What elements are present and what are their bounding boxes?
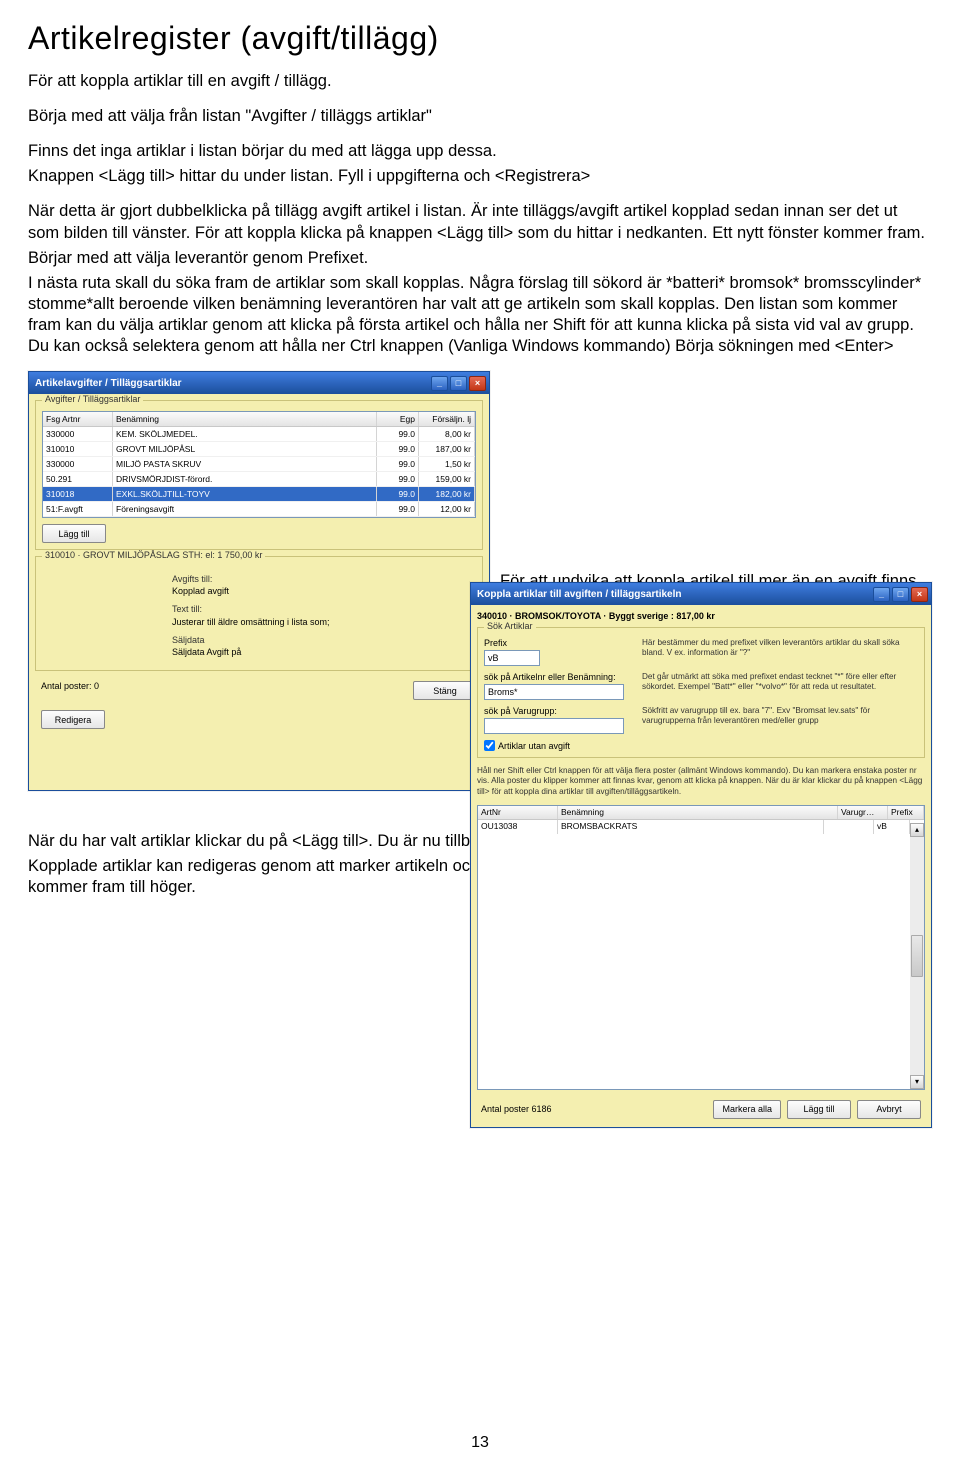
group-title: Avgifter / Tilläggsartiklar: [42, 394, 143, 404]
info-label: Text till:: [172, 604, 202, 614]
table-row[interactable]: 330000KEM. SKÖLJMEDEL.99.08,00 kr: [43, 427, 475, 442]
col-varugrupp[interactable]: Varugr…: [838, 806, 888, 819]
result-count: Antal poster 6186: [481, 1104, 552, 1114]
info-label: Avgifts till:: [172, 574, 212, 584]
table-row[interactable]: 310010GROVT MILJÖPÅSL99.0187,00 kr: [43, 442, 475, 457]
close-button[interactable]: ×: [911, 587, 928, 602]
article-search-input[interactable]: [484, 684, 624, 700]
scroll-up-button[interactable]: ▴: [910, 823, 924, 837]
paragraph: I nästa ruta skall du söka fram de artik…: [28, 273, 932, 357]
paragraph: När detta är gjort dubbelklicka på tillä…: [28, 201, 932, 243]
info-label: Säljdata: [172, 635, 205, 645]
left-window: Artikelavgifter / Tilläggsartiklar _ □ ×…: [28, 371, 490, 791]
scroll-down-button[interactable]: ▾: [910, 1075, 924, 1089]
info-value: Kopplad avgift: [172, 585, 468, 597]
info-value: Säljdata Avgift på: [172, 646, 468, 658]
maximize-button[interactable]: □: [450, 376, 467, 391]
fee-articles-table[interactable]: Fsg Artnr Benämning Egp Försäljn. lj 330…: [42, 411, 476, 518]
paragraph: Knappen <Lägg till> hittar du under list…: [28, 166, 932, 187]
instructions-text: Håll ner Shift eller Ctrl knappen för at…: [477, 764, 925, 799]
table-header: Fsg Artnr Benämning Egp Försäljn. lj: [43, 412, 475, 427]
close-button[interactable]: ×: [469, 376, 486, 391]
articles-list[interactable]: ArtNr Benämning Varugr… Prefix OU13038BR…: [477, 805, 925, 1090]
right-window-titlebar: Koppla artiklar till avgiften / tilläggs…: [471, 583, 931, 605]
add-button[interactable]: Lägg till: [787, 1100, 851, 1119]
info-block: Avgifts till: Kopplad avgift Text till: …: [42, 567, 476, 664]
paragraph: Börja med att välja från listan "Avgifte…: [28, 106, 932, 127]
minimize-button[interactable]: _: [873, 587, 890, 602]
col-artnr[interactable]: ArtNr: [478, 806, 558, 819]
window-title-text: Koppla artiklar till avgiften / tilläggs…: [477, 589, 682, 600]
col-artnr[interactable]: Fsg Artnr: [43, 412, 113, 426]
col-egp[interactable]: Egp: [377, 412, 419, 426]
count-label: Antal poster: 0: [41, 681, 99, 700]
paragraph: Börjar med att välja leverantör genom Pr…: [28, 248, 932, 269]
maximize-button[interactable]: □: [892, 587, 909, 602]
prefix-hint: Här bestämmer du med prefixet vilken lev…: [642, 638, 918, 666]
right-window: Koppla artiklar till avgiften / tilläggs…: [470, 582, 932, 1128]
close-panel-button[interactable]: Stäng: [413, 681, 477, 700]
list-item[interactable]: OU13038BROMSBACKRATSvB: [478, 820, 924, 835]
article-search-hint: Det går utmärkt att söka med prefixet en…: [642, 672, 918, 700]
fee-articles-group: Avgifter / Tilläggsartiklar Fsg Artnr Be…: [35, 400, 483, 550]
table-row[interactable]: 310018EXKL.SKÖLJTILL-TOYV99.0182,00 kr: [43, 487, 475, 502]
col-prefix[interactable]: Prefix: [888, 806, 924, 819]
edit-button[interactable]: Redigera: [41, 710, 105, 729]
scroll-thumb[interactable]: [911, 935, 923, 977]
window-title-text: Artikelavgifter / Tilläggsartiklar: [35, 378, 182, 389]
table-row[interactable]: 50.291DRIVSMÖRJDIST-förord.99.0159,00 kr: [43, 472, 475, 487]
context-line: 340010 · BROMSOK/TOYOTA · Byggt sverige …: [477, 611, 925, 621]
scrollbar[interactable]: ▴ ▾: [910, 823, 924, 1089]
prefix-input[interactable]: [484, 650, 540, 666]
col-benamning[interactable]: Benämning: [113, 412, 377, 426]
left-window-titlebar: Artikelavgifter / Tilläggsartiklar _ □ ×: [29, 372, 489, 394]
minimize-button[interactable]: _: [431, 376, 448, 391]
no-fee-checkbox[interactable]: [484, 740, 495, 751]
col-benamning[interactable]: Benämning: [558, 806, 838, 819]
table-row[interactable]: 51:F.avgftFöreningsavgift99.012,00 kr: [43, 502, 475, 517]
col-pris[interactable]: Försäljn. lj: [419, 412, 475, 426]
search-group: Sök Artiklar Prefix Här bestämmer du med…: [477, 627, 925, 758]
page-number: 13: [0, 1434, 960, 1452]
doc-title: Artikelregister (avgift/tillägg): [28, 20, 932, 57]
varugrupp-hint: Sökfritt av varugrupp till ex. bara "7".…: [642, 706, 918, 751]
info-value: Justerar till äldre omsättning i lista s…: [172, 616, 468, 628]
cancel-button[interactable]: Avbryt: [857, 1100, 921, 1119]
no-fee-checkbox-label[interactable]: Artiklar utan avgift: [484, 740, 634, 751]
paragraph: Finns det inga artiklar i listan börjar …: [28, 141, 932, 162]
paragraph: För att koppla artiklar till en avgift /…: [28, 71, 932, 92]
group-title: Sök Artiklar: [484, 621, 536, 631]
group-title: 310010 · GROVT MILJÖPÅSLAG STH: el: 1 75…: [42, 550, 265, 560]
select-all-button[interactable]: Markera alla: [713, 1100, 781, 1119]
checkbox-text: Artiklar utan avgift: [498, 741, 570, 751]
add-fee-button[interactable]: Lägg till: [42, 524, 106, 543]
prefix-label: Prefix: [484, 638, 634, 648]
table-row[interactable]: 330000MILJÖ PASTA SKRUV99.01,50 kr: [43, 457, 475, 472]
list-header: ArtNr Benämning Varugr… Prefix: [478, 806, 924, 820]
linked-articles-group: 310010 · GROVT MILJÖPÅSLAG STH: el: 1 75…: [35, 556, 483, 671]
varugrupp-input[interactable]: [484, 718, 624, 734]
article-search-label: sök på Artikelnr eller Benämning:: [484, 672, 634, 682]
varugrupp-label: sök på Varugrupp:: [484, 706, 634, 716]
